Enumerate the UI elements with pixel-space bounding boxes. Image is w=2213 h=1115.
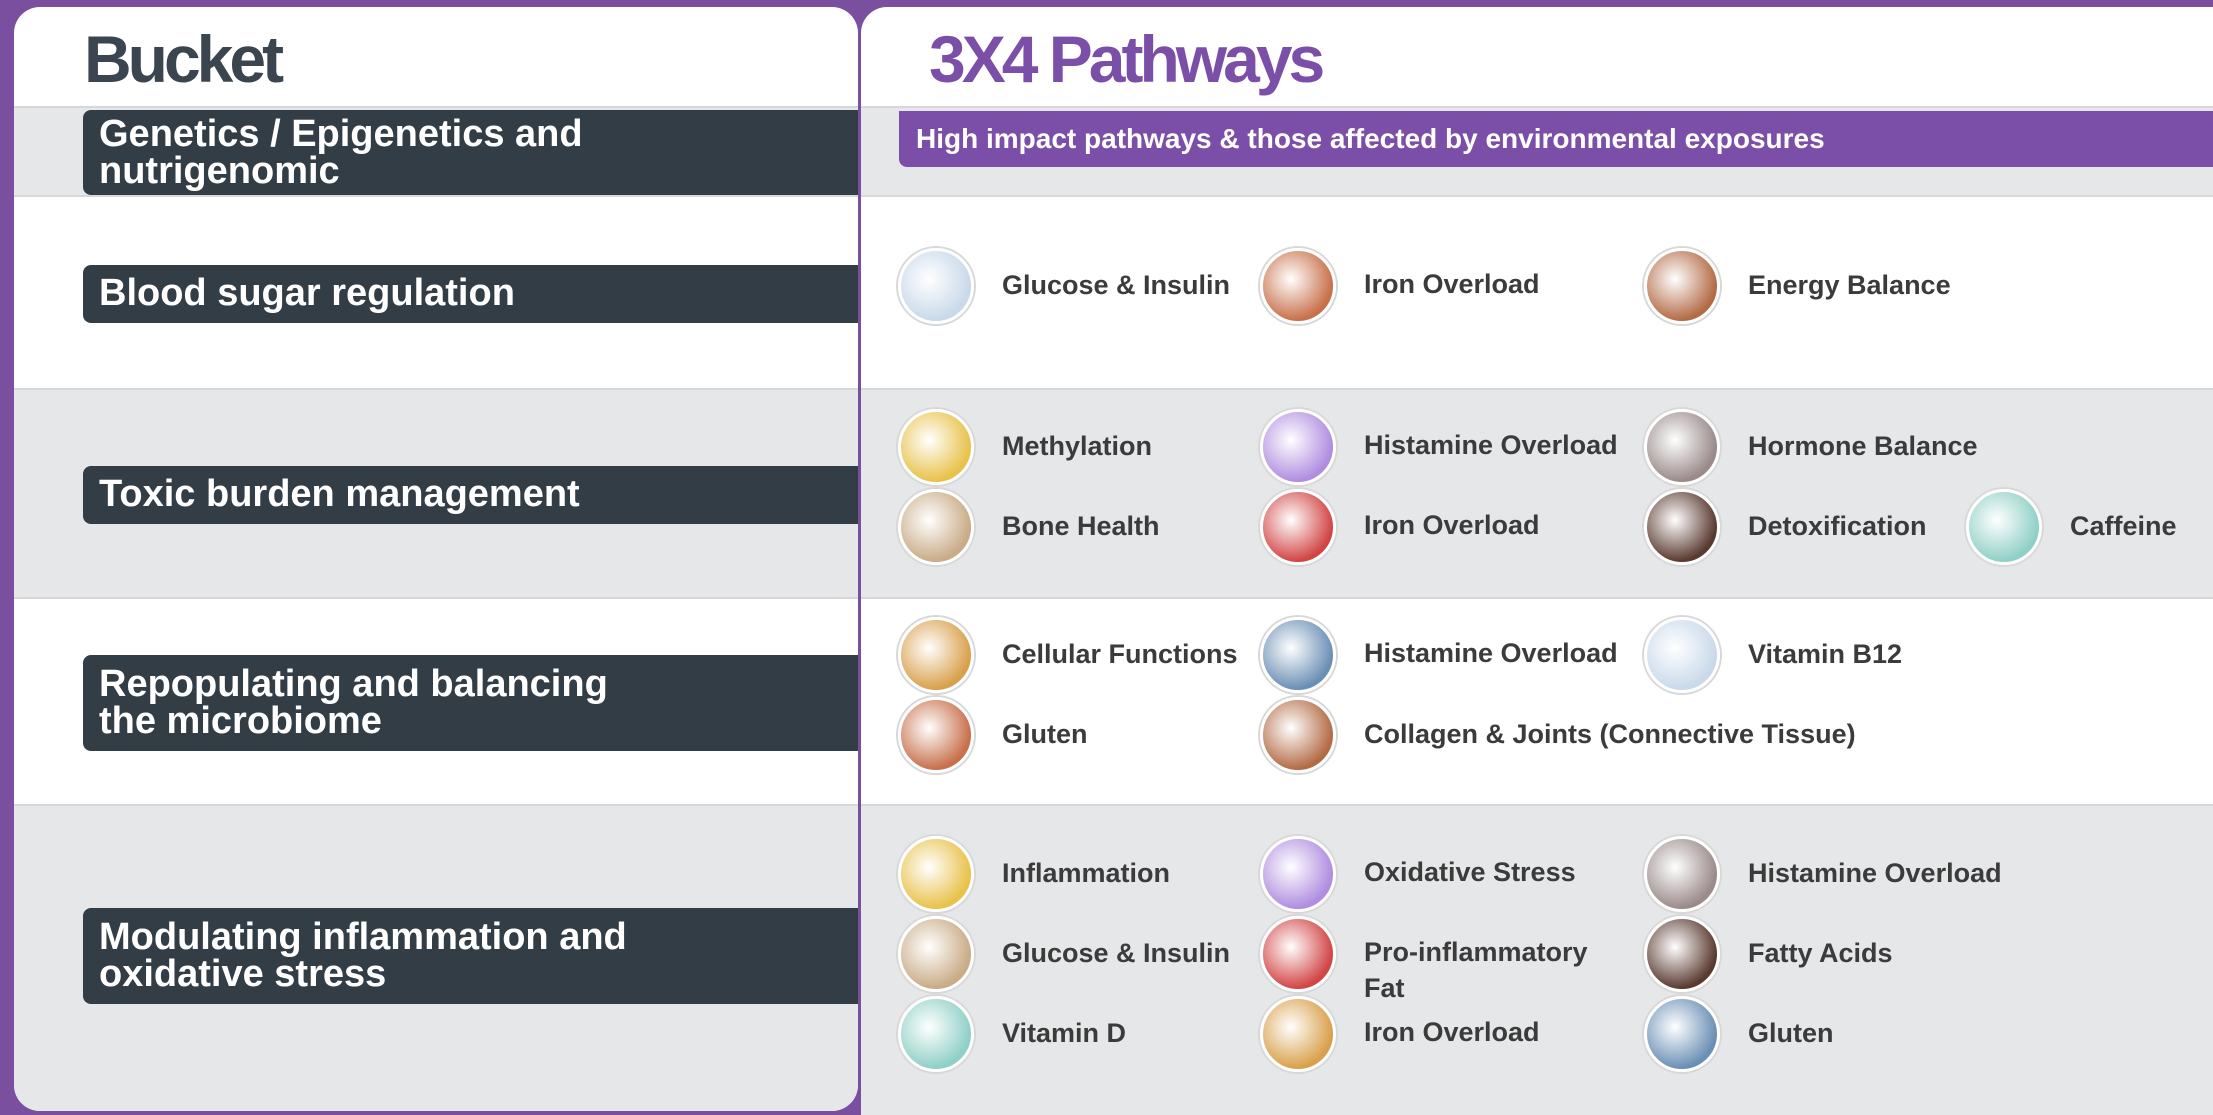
pathway-label: Hormone Balance — [1748, 431, 1978, 461]
pathway-icon — [1260, 835, 1336, 912]
pathway-label: Iron Overload — [1364, 509, 1540, 540]
pathway-label: Iron Overload — [1364, 1016, 1540, 1047]
pathway-row: High impact pathways & those affected by… — [861, 106, 2213, 195]
pathway-icon — [898, 835, 974, 912]
bucket-label: Repopulating and balancing the microbiom… — [83, 654, 858, 751]
pathway-item: Glucose & Insulin — [898, 915, 1231, 992]
pathway-item: Glucose & Insulin — [898, 247, 1231, 324]
pathway-icon — [1260, 696, 1336, 773]
pathway-label: Histamine Overload — [1364, 429, 1618, 460]
pathway-icon — [1644, 488, 1720, 565]
bucket-heading: Bucket — [84, 22, 284, 96]
pathway-row: Inflammation Oxidative Stress Histamine Ov… — [861, 804, 2213, 1115]
pathway-item: Detoxification — [1644, 488, 1927, 565]
pathway-item: Histamine Overload — [1260, 616, 1626, 693]
bucket-row: Genetics / Epigenetics and nutrigenomic — [14, 106, 858, 195]
pathway-label: Methylation — [1002, 431, 1153, 461]
pathway-item: Hormone Balance — [1644, 408, 1978, 485]
pathway-label: Histamine Overload — [1748, 858, 2002, 888]
pathway-item: Oxidative Stress — [1260, 835, 1626, 912]
pathway-icon — [1260, 915, 1336, 992]
pathway-icon — [898, 408, 974, 485]
banner: High impact pathways & those affected by… — [899, 111, 2213, 167]
pathway-item: Fatty Acids — [1644, 915, 1893, 992]
bucket-text: Repopulating and balancing the microbiom… — [99, 662, 608, 742]
pathway-icon — [1644, 915, 1720, 992]
pathway-icon — [1260, 488, 1336, 565]
bucket-text: Toxic burden management — [99, 473, 580, 515]
bucket-label: Genetics / Epigenetics and nutrigenomic — [83, 110, 858, 195]
pathway-item: Gluten — [898, 696, 1088, 773]
pathway-icon — [898, 696, 974, 773]
pathway-item: Caffeine — [1966, 488, 2177, 565]
bucket-row: Toxic burden management — [14, 388, 858, 597]
pathway-label: Vitamin D — [1002, 1018, 1127, 1048]
pathway-row: Methylation Histamine Overload Hormone Bal… — [861, 388, 2213, 597]
pathway-label: Energy Balance — [1748, 270, 1951, 300]
pathway-item: Inflammation — [898, 835, 1171, 912]
pathway-item: Vitamin D — [898, 995, 1127, 1072]
pathway-item: Bone Health — [898, 488, 1160, 565]
pathway-row: Glucose & Insulin Iron Overload Energy Bal… — [861, 195, 2213, 388]
pathway-label: Gluten — [1002, 719, 1088, 749]
pathway-item: Histamine Overload — [1644, 835, 2002, 912]
pathways-panel: 3X4 Pathways High impact pathways & thos… — [861, 7, 2213, 1115]
pathway-icon — [898, 247, 974, 324]
pathway-label: Histamine Overload — [1364, 637, 1618, 668]
pathway-icon — [1966, 488, 2042, 565]
pathway-label: Pro-inflammatory Fat — [1364, 936, 1588, 1003]
pathway-icon — [1644, 408, 1720, 485]
pathway-item: Methylation — [898, 408, 1153, 485]
pathway-icon — [1644, 616, 1720, 693]
pathway-icon — [1644, 995, 1720, 1072]
pathway-label: Fatty Acids — [1748, 938, 1893, 968]
pathway-label: Cellular Functions — [1002, 639, 1238, 669]
pathway-icon — [898, 915, 974, 992]
pathway-label: Glucose & Insulin — [1002, 270, 1231, 300]
pathway-icon — [898, 616, 974, 693]
pathway-icon — [1260, 616, 1336, 693]
pathway-item: Iron Overload — [1260, 488, 1626, 565]
pathway-item: Energy Balance — [1644, 247, 1951, 324]
pathway-item: Histamine Overload — [1260, 408, 1626, 485]
bucket-row: Repopulating and balancing the microbiom… — [14, 597, 858, 804]
pathway-item: Pro-inflammatory Fat — [1260, 915, 1626, 1003]
pathway-label: Glucose & Insulin — [1002, 938, 1231, 968]
pathway-icon — [898, 995, 974, 1072]
pathway-icon — [898, 488, 974, 565]
bucket-row: Modulating inflammation and oxidative st… — [14, 804, 858, 1111]
bucket-text: Blood sugar regulation — [99, 272, 515, 314]
pathway-item: Iron Overload — [1260, 995, 1626, 1072]
pathway-item: Iron Overload — [1260, 247, 1626, 324]
pathway-label: Oxidative Stress — [1364, 856, 1576, 887]
pathways-heading: 3X4 Pathways — [929, 22, 1325, 96]
pathway-icon — [1260, 995, 1336, 1072]
pathway-label: Bone Health — [1002, 511, 1160, 541]
pathway-item: Collagen & Joints (Connective Tissue) — [1260, 696, 1856, 773]
pathway-icon — [1260, 408, 1336, 485]
pathway-item: Gluten — [1644, 995, 1834, 1072]
bucket-text: Genetics / Epigenetics and nutrigenomic — [99, 112, 583, 192]
pathway-label: Inflammation — [1002, 858, 1171, 888]
bucket-label: Toxic burden management — [83, 465, 858, 524]
bucket-label: Modulating inflammation and oxidative st… — [83, 907, 858, 1004]
pathway-row: Cellular Functions Histamine Overload Vita… — [861, 597, 2213, 804]
pathway-label: Caffeine — [2070, 511, 2177, 541]
pathway-label: Vitamin B12 — [1748, 639, 1903, 669]
pathway-label: Collagen & Joints (Connective Tissue) — [1364, 719, 1856, 749]
bucket-text: Modulating inflammation and oxidative st… — [99, 915, 627, 995]
pathway-item: Cellular Functions — [898, 616, 1238, 693]
pathway-item: Vitamin B12 — [1644, 616, 1903, 693]
bucket-panel: Bucket Genetics / Epigenetics and nutrig… — [14, 7, 858, 1111]
bucket-label: Blood sugar regulation — [83, 264, 858, 323]
pathway-icon — [1260, 247, 1336, 324]
bucket-row: Blood sugar regulation — [14, 195, 858, 388]
pathway-label: Gluten — [1748, 1018, 1834, 1048]
pathway-icon — [1644, 247, 1720, 324]
pathway-label: Detoxification — [1748, 511, 1927, 541]
pathway-icon — [1644, 835, 1720, 912]
pathway-label: Iron Overload — [1364, 268, 1540, 299]
